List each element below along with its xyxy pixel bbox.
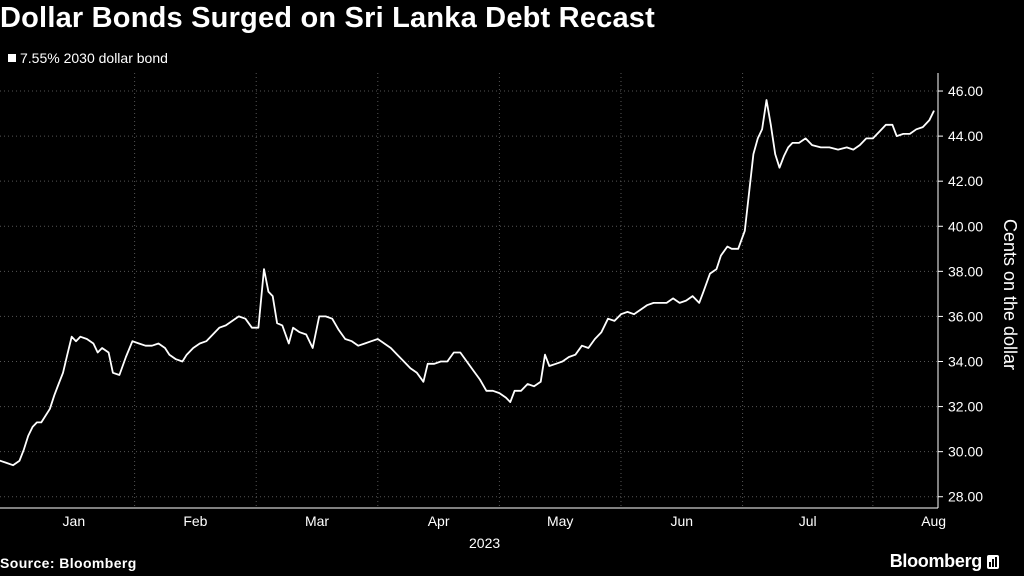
x-tick-label: Jul (799, 513, 817, 529)
x-tick-label: Aug (921, 513, 946, 529)
y-tick-label: 42.00 (948, 173, 983, 189)
y-tick-label: 38.00 (948, 263, 983, 279)
y-tick-label: 34.00 (948, 353, 983, 369)
y-tick-label: 44.00 (948, 128, 983, 144)
x-tick-label: Mar (305, 513, 329, 529)
y-axis-label: Cents on the dollar (1000, 219, 1020, 370)
tick-labels: 28.00 30.00 32.00 34.00 36.00 38.00 40.00 42.00… (63, 83, 1020, 551)
x-tick-label: Apr (428, 513, 450, 529)
bloomberg-logo: Bloomberg (890, 551, 1000, 572)
y-tick-label: 40.00 (948, 218, 983, 234)
y-tick-label: 46.00 (948, 83, 983, 99)
axes (0, 73, 943, 508)
x-axis-label: 2023 (469, 535, 500, 551)
y-tick-label: 36.00 (948, 308, 983, 324)
series-layer (0, 100, 934, 465)
y-tick-label: 32.00 (948, 399, 983, 415)
y-tick-label: 30.00 (948, 444, 983, 460)
bar-chart-icon (986, 554, 1000, 570)
y-tick-label: 28.00 (948, 489, 983, 505)
grid-lines (0, 73, 938, 508)
x-tick-label: May (547, 513, 573, 529)
series-line (0, 100, 934, 465)
source-note: Source: Bloomberg (0, 555, 137, 571)
brand-name: Bloomberg (890, 551, 982, 572)
x-tick-label: Feb (183, 513, 207, 529)
line-chart: 28.00 30.00 32.00 34.00 36.00 38.00 40.00 42.00… (0, 0, 1024, 576)
x-tick-label: Jan (63, 513, 86, 529)
x-tick-label: Jun (670, 513, 693, 529)
